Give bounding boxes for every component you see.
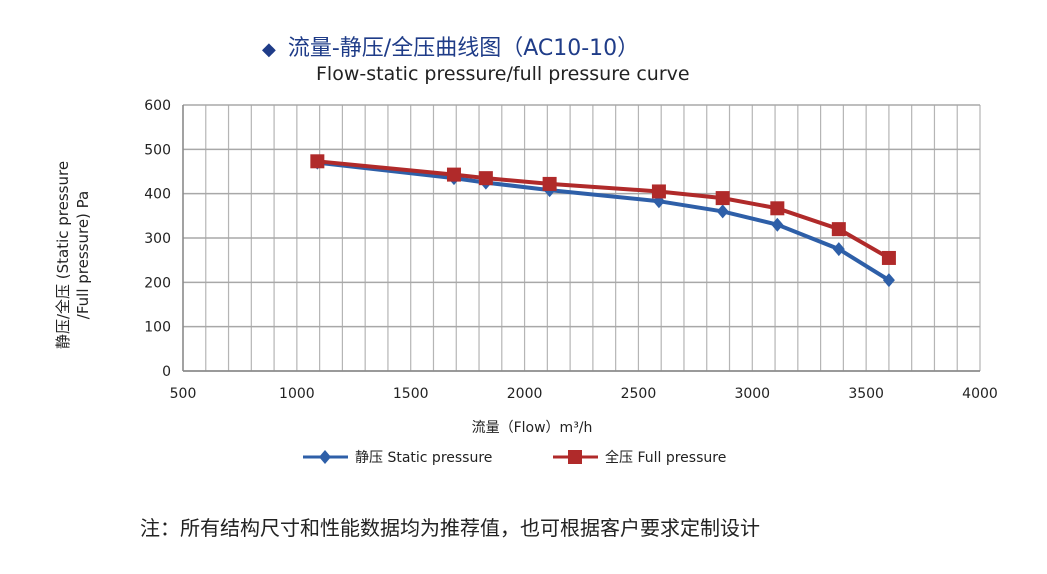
x-tick-label: 2000	[507, 386, 543, 402]
y-axis-label: /Full pressure) Pa	[74, 191, 92, 319]
data-point-full	[831, 222, 846, 237]
data-point-full	[715, 191, 730, 206]
legend-marker	[319, 450, 331, 464]
chart-title-text: 流量-静压/全压曲线图（AC10-10）	[287, 36, 640, 61]
series-line-static	[317, 160, 890, 282]
legend-label: 静压 Static pressure	[355, 450, 492, 466]
y-tick-label: 0	[162, 364, 171, 380]
chart-svg: 0 100 200 300 400 500 600 500 1000 1500 2000 2500 30…	[54, 98, 998, 466]
y-tick-label: 100	[144, 320, 171, 336]
data-point-full	[770, 201, 785, 216]
y-tick-label: 500	[144, 142, 171, 158]
legend-marker	[568, 450, 582, 464]
x-tick-label: 500	[170, 386, 197, 402]
x-tick-label: 2500	[621, 386, 657, 402]
y-tick-label: 300	[144, 231, 171, 247]
chart-title: ◆ 流量-静压/全压曲线图（AC10-10）	[262, 30, 639, 62]
series-line-full	[317, 159, 890, 260]
x-tick-label: 3000	[734, 386, 770, 402]
x-tick-label: 4000	[962, 386, 998, 402]
data-point-full	[446, 167, 461, 182]
footnote: 注：所有结构尺寸和性能数据均为推荐值，也可根据客户要求定制设计	[140, 516, 760, 540]
data-point-full	[542, 176, 557, 191]
data-point-static	[771, 217, 784, 232]
x-tick-label: 3500	[848, 386, 884, 402]
data-point-full	[881, 250, 896, 265]
y-tick-label: 600	[144, 98, 171, 114]
legend-label: 全压 Full pressure	[605, 449, 726, 466]
data-point-static	[716, 204, 729, 219]
data-point-full	[651, 184, 666, 199]
x-tick-label: 1000	[279, 386, 315, 402]
data-point-static	[882, 273, 895, 288]
y-tick-label: 200	[144, 275, 171, 291]
y-tick-label: 400	[144, 187, 171, 203]
chart-subtitle: Flow-static pressure/full pressure curve	[316, 63, 690, 85]
data-point-static	[832, 242, 845, 257]
y-axis-label: 静压/全压 (Static pressure	[54, 161, 72, 349]
x-tick-label: 1500	[393, 386, 429, 402]
diamond-bullet-icon: ◆	[262, 39, 276, 60]
x-axis-label: 流量（Flow）m³/h	[472, 420, 593, 436]
data-point-full	[310, 154, 325, 169]
data-point-full	[478, 171, 493, 186]
